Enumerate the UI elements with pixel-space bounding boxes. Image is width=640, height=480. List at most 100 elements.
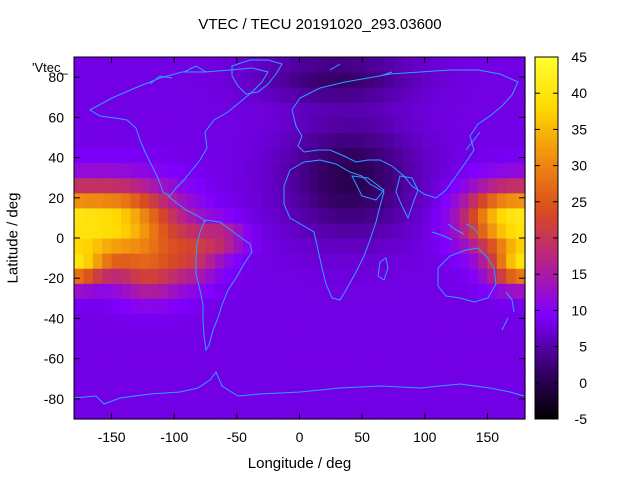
- heatmap-cell: [402, 373, 413, 390]
- heatmap-cell: [252, 358, 263, 375]
- heatmap-cell: [233, 147, 244, 164]
- heatmap-cell: [299, 177, 310, 194]
- heatmap-cell: [468, 57, 479, 73]
- heatmap-cell: [412, 253, 423, 269]
- heatmap-cell: [327, 313, 338, 330]
- heatmap-cell: [440, 222, 451, 239]
- heatmap-cell: [412, 403, 423, 420]
- heatmap-cell: [177, 132, 188, 149]
- heatmap-cell: [299, 388, 310, 405]
- heatmap-cell: [421, 147, 432, 164]
- heatmap-cell: [252, 207, 263, 224]
- heatmap-cell: [374, 298, 385, 315]
- heatmap-cell: [412, 388, 423, 405]
- x-axis: -150 -100 -50 0 50 100 150: [98, 57, 499, 445]
- heatmap-cell: [459, 87, 470, 103]
- heatmap-cell: [83, 298, 94, 315]
- heatmap-cell: [290, 388, 301, 405]
- heatmap-cell: [327, 403, 338, 420]
- heatmap-cell: [83, 87, 94, 103]
- heatmap-cell: [449, 373, 460, 390]
- heatmap-cell: [224, 403, 235, 420]
- heatmap-cell: [261, 162, 272, 179]
- heatmap-cell: [299, 57, 310, 73]
- heatmap-cell: [290, 192, 301, 209]
- heatmap-cell: [290, 403, 301, 420]
- heatmap-cell: [384, 388, 395, 405]
- heatmap-cell: [158, 222, 169, 239]
- heatmap-cell: [440, 343, 451, 360]
- heatmap-cell: [243, 403, 254, 420]
- heatmap-cell: [214, 177, 225, 194]
- heatmap-cell: [243, 253, 254, 269]
- heatmap-cell: [139, 132, 150, 149]
- heatmap-cell: [355, 87, 366, 103]
- heatmap-cell: [243, 207, 254, 224]
- heatmap-cell: [280, 222, 291, 239]
- heatmap-cell: [139, 177, 150, 194]
- heatmap-cell: [478, 222, 489, 239]
- heatmap-cell: [205, 222, 216, 239]
- heatmap-cell: [111, 177, 122, 194]
- heatmap-cell: [214, 298, 225, 315]
- heatmap-cell: [440, 57, 451, 73]
- heatmap-cell: [431, 388, 442, 405]
- heatmap-cell: [393, 222, 404, 239]
- heatmap-cell: [130, 373, 141, 390]
- heatmap-cell: [487, 328, 498, 345]
- heatmap-cell: [186, 298, 197, 315]
- heatmap-cell: [252, 403, 263, 420]
- heatmap-cell: [111, 102, 122, 118]
- heatmap-cell: [299, 162, 310, 179]
- heatmap-cell: [158, 192, 169, 209]
- coastline-eurasia: [291, 69, 519, 199]
- heatmap-cell: [421, 253, 432, 269]
- heatmap-cell: [355, 117, 366, 134]
- heatmap-cell: [478, 238, 489, 254]
- heatmap-cell: [92, 177, 103, 194]
- heatmap-cell: [167, 162, 178, 179]
- heatmap-cell: [402, 57, 413, 73]
- heatmap-cell: [449, 388, 460, 405]
- heatmap-cell: [496, 147, 507, 164]
- heatmap-cell: [233, 268, 244, 284]
- heatmap-cell: [449, 192, 460, 209]
- heatmap-cell: [102, 207, 113, 224]
- heatmap-cell: [261, 132, 272, 149]
- heatmap-cell: [149, 177, 160, 194]
- colorbar-tick-label: 25: [571, 194, 587, 210]
- heatmap-cell: [196, 298, 207, 315]
- heatmap-cell: [130, 192, 141, 209]
- heatmap-cell: [186, 268, 197, 284]
- coastline-greenland: [231, 59, 283, 95]
- heatmap-cell: [111, 238, 122, 254]
- heatmap-cell: [205, 238, 216, 254]
- heatmap-cell: [374, 253, 385, 269]
- heatmap-cell: [468, 283, 479, 299]
- heatmap-cell: [243, 313, 254, 330]
- heatmap-cell: [167, 238, 178, 254]
- heatmap-cell: [337, 268, 348, 284]
- heatmap-cell: [139, 373, 150, 390]
- heatmap-cell: [92, 328, 103, 345]
- heatmap-cell: [393, 147, 404, 164]
- heatmap-cell: [214, 222, 225, 239]
- heatmap-cell: [478, 253, 489, 269]
- heatmap-cell: [271, 403, 282, 420]
- heatmap-cell: [233, 117, 244, 134]
- heatmap-cell: [243, 102, 254, 118]
- heatmap-cell: [167, 283, 178, 299]
- heatmap-cell: [318, 207, 329, 224]
- heatmap-cell: [374, 313, 385, 330]
- heatmap-cell: [384, 373, 395, 390]
- heatmap-cell: [280, 87, 291, 103]
- heatmap-cell: [252, 388, 263, 405]
- heatmap-cell: [487, 192, 498, 209]
- heatmap-cell: [196, 132, 207, 149]
- heatmap-cell: [92, 207, 103, 224]
- heatmap-cell: [252, 57, 263, 73]
- heatmap-cell: [271, 343, 282, 360]
- heatmap-cell: [308, 222, 319, 239]
- heatmap-cell: [355, 147, 366, 164]
- y-tick-label: 80: [48, 69, 64, 85]
